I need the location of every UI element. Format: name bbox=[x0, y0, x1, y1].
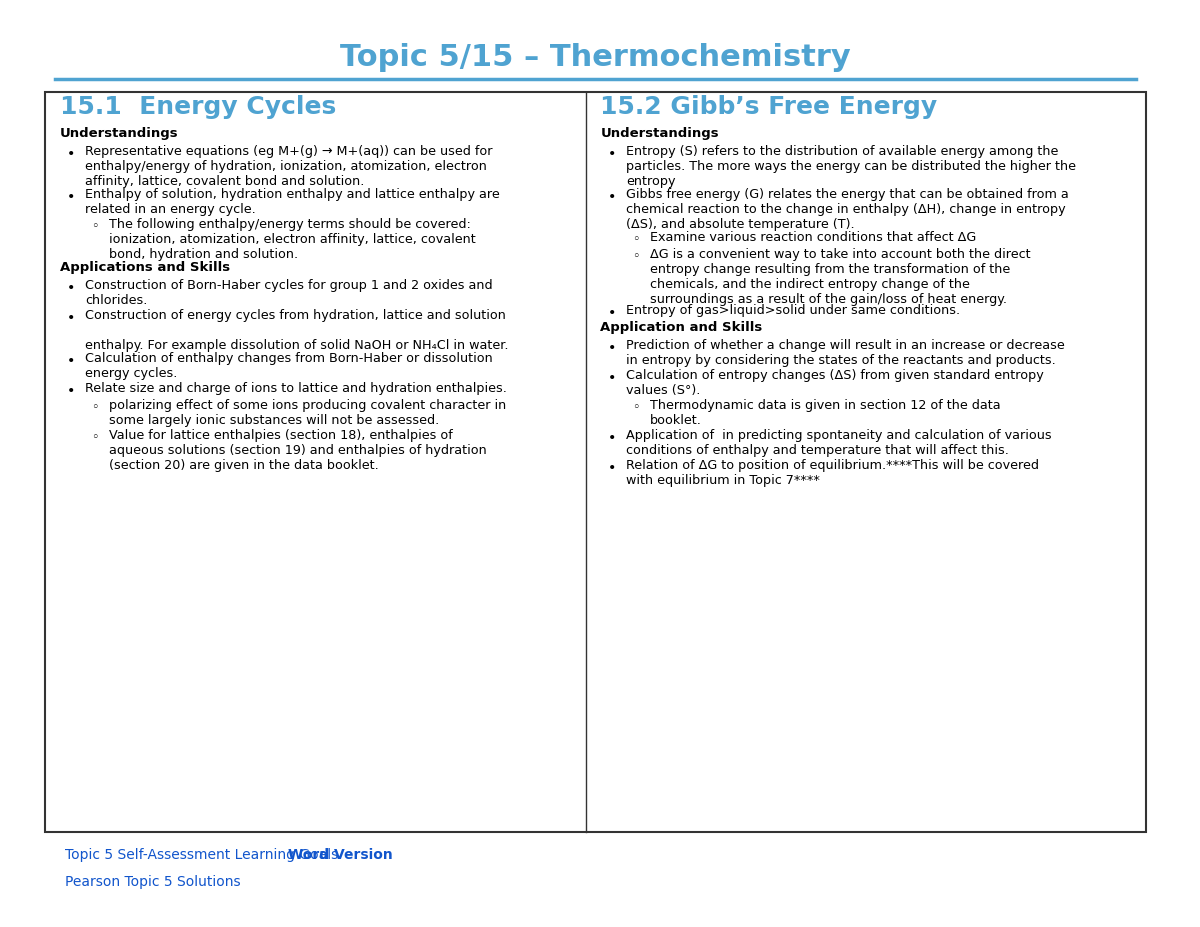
Text: Construction of energy cycles from hydration, lattice and solution

enthalpy. Fo: Construction of energy cycles from hydra… bbox=[85, 309, 509, 352]
Text: Relate size and charge of ions to lattice and hydration enthalpies.: Relate size and charge of ions to lattic… bbox=[85, 382, 508, 395]
Text: •: • bbox=[67, 311, 76, 325]
Text: Entropy of gas>liquid>solid under same conditions.: Entropy of gas>liquid>solid under same c… bbox=[626, 304, 960, 317]
Text: Thermodynamic data is given in section 12 of the data
booklet.: Thermodynamic data is given in section 1… bbox=[650, 399, 1001, 427]
Text: ΔG is a convenient way to take into account both the direct
entropy change resul: ΔG is a convenient way to take into acco… bbox=[650, 248, 1031, 306]
Text: ◦: ◦ bbox=[632, 233, 640, 246]
Text: •: • bbox=[67, 190, 76, 204]
Text: Value for lattice enthalpies (section 18), enthalpies of
aqueous solutions (sect: Value for lattice enthalpies (section 18… bbox=[109, 429, 487, 472]
Text: Pearson Topic 5 Solutions: Pearson Topic 5 Solutions bbox=[65, 875, 240, 889]
Text: ◦: ◦ bbox=[91, 220, 100, 233]
Text: 15.1  Energy Cycles: 15.1 Energy Cycles bbox=[60, 95, 336, 119]
Text: •: • bbox=[67, 354, 76, 368]
Text: Representative equations (eg M+(g) → M+(aq)) can be used for
enthalpy/energy of : Representative equations (eg M+(g) → M+(… bbox=[85, 145, 493, 188]
FancyBboxPatch shape bbox=[44, 92, 1146, 832]
Text: •: • bbox=[608, 306, 617, 320]
Text: ◦: ◦ bbox=[91, 431, 100, 444]
Text: The following enthalpy/energy terms should be covered:
ionization, atomization, : The following enthalpy/energy terms shou… bbox=[109, 218, 476, 261]
Text: •: • bbox=[608, 431, 617, 445]
Text: Prediction of whether a change will result in an increase or decrease
in entropy: Prediction of whether a change will resu… bbox=[626, 339, 1066, 367]
Text: ◦: ◦ bbox=[632, 250, 640, 263]
Text: ◦: ◦ bbox=[632, 401, 640, 414]
Text: •: • bbox=[67, 147, 76, 161]
Text: polarizing effect of some ions producing covalent character in
some largely ioni: polarizing effect of some ions producing… bbox=[109, 399, 506, 427]
Text: •: • bbox=[608, 147, 617, 161]
Text: Understandings: Understandings bbox=[60, 127, 178, 140]
Text: •: • bbox=[608, 190, 617, 204]
Text: Calculation of entropy changes (ΔS) from given standard entropy
values (S°).: Calculation of entropy changes (ΔS) from… bbox=[626, 369, 1044, 397]
Text: Calculation of enthalpy changes from Born-Haber or dissolution
energy cycles.: Calculation of enthalpy changes from Bor… bbox=[85, 352, 493, 380]
Text: Application and Skills: Application and Skills bbox=[600, 321, 763, 334]
Text: ◦: ◦ bbox=[91, 401, 100, 414]
Text: Construction of Born-Haber cycles for group 1 and 2 oxides and
chlorides.: Construction of Born-Haber cycles for gr… bbox=[85, 279, 493, 307]
Text: Gibbs free energy (G) relates the energy that can be obtained from a
chemical re: Gibbs free energy (G) relates the energy… bbox=[626, 188, 1069, 231]
Text: •: • bbox=[67, 384, 76, 398]
Text: •: • bbox=[67, 281, 76, 295]
Text: Enthalpy of solution, hydration enthalpy and lattice enthalpy are
related in an : Enthalpy of solution, hydration enthalpy… bbox=[85, 188, 500, 216]
Text: Relation of ΔG to position of equilibrium.****This will be covered
with equilibr: Relation of ΔG to position of equilibriu… bbox=[626, 459, 1039, 487]
Text: Word Version: Word Version bbox=[288, 848, 392, 862]
Text: Applications and Skills: Applications and Skills bbox=[60, 261, 229, 274]
Text: Topic 5/15 – Thermochemistry: Topic 5/15 – Thermochemistry bbox=[340, 43, 851, 71]
Text: •: • bbox=[608, 341, 617, 355]
Text: 15.2 Gibb’s Free Energy: 15.2 Gibb’s Free Energy bbox=[600, 95, 937, 119]
Text: Understandings: Understandings bbox=[600, 127, 719, 140]
Text: Application of  in predicting spontaneity and calculation of various
conditions : Application of in predicting spontaneity… bbox=[626, 429, 1052, 457]
Text: •: • bbox=[608, 461, 617, 475]
Text: Topic 5 Self-Assessment Learning Goals: Topic 5 Self-Assessment Learning Goals bbox=[65, 848, 337, 862]
Text: •: • bbox=[608, 371, 617, 385]
Text: Entropy (S) refers to the distribution of available energy among the
particles. : Entropy (S) refers to the distribution o… bbox=[626, 145, 1076, 188]
Text: Examine various reaction conditions that affect ΔG: Examine various reaction conditions that… bbox=[650, 231, 977, 244]
